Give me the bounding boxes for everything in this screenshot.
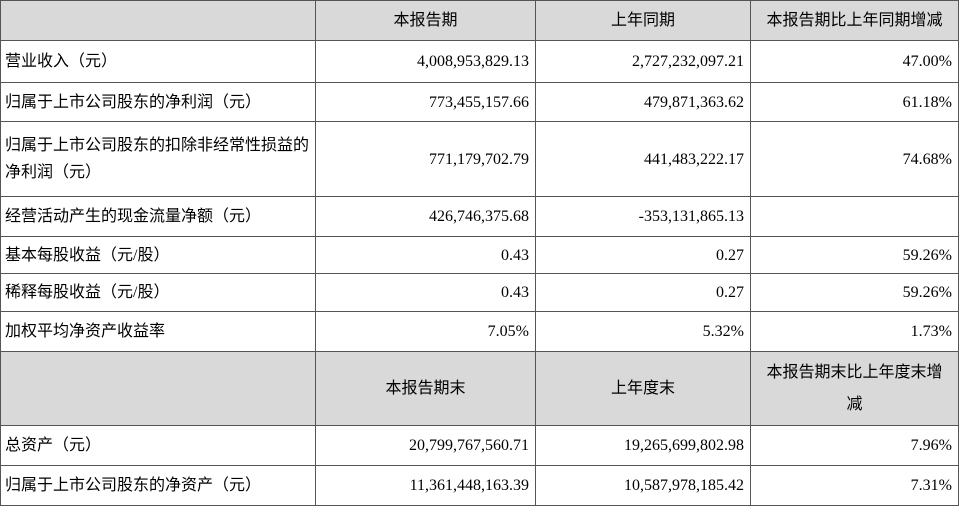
data-row: 基本每股收益（元/股） 0.43 0.27 59.26% [0, 236, 959, 274]
value-cell: 7.96% [750, 425, 959, 466]
value-cell: 441,483,222.17 [535, 121, 751, 197]
header-cell [0, 0, 316, 41]
header-cell: 上年同期 [535, 0, 751, 41]
row-label: 稀释每股收益（元/股） [0, 273, 316, 312]
data-row: 加权平均净资产收益率 7.05% 5.32% 1.73% [0, 311, 959, 352]
value-cell: 7.31% [750, 465, 959, 506]
data-row: 归属于上市公司股东的净利润（元） 773,455,157.66 479,871,36… [0, 82, 959, 122]
value-cell [750, 196, 959, 237]
header-cell: 本报告期比上年同期增减 [750, 0, 959, 41]
header-cell: 本报告期 [315, 0, 536, 41]
header-cell [0, 351, 316, 426]
value-cell: 74.68% [750, 121, 959, 197]
value-cell: 10,587,978,185.42 [535, 465, 751, 506]
value-cell: 426,746,375.68 [315, 196, 536, 237]
value-cell: 479,871,363.62 [535, 82, 751, 122]
value-cell: 0.27 [535, 236, 751, 274]
header-cell: 上年度末 [535, 351, 751, 426]
value-cell: 773,455,157.66 [315, 82, 536, 122]
value-cell: 19,265,699,802.98 [535, 425, 751, 466]
value-cell: 0.43 [315, 273, 536, 312]
row-label: 经营活动产生的现金流量净额（元） [0, 196, 316, 237]
header-cell: 本报告期末 [315, 351, 536, 426]
row-label: 基本每股收益（元/股） [0, 236, 316, 274]
value-cell: 5.32% [535, 311, 751, 352]
value-cell: 59.26% [750, 236, 959, 274]
value-cell: 20,799,767,560.71 [315, 425, 536, 466]
value-cell: 59.26% [750, 273, 959, 312]
value-cell: 11,361,448,163.39 [315, 465, 536, 506]
data-row: 经营活动产生的现金流量净额（元） 426,746,375.68 -353,131,8… [0, 196, 959, 237]
value-cell: 47.00% [750, 40, 959, 83]
value-cell: 0.43 [315, 236, 536, 274]
value-cell: 0.27 [535, 273, 751, 312]
row-label: 归属于上市公司股东的净利润（元） [0, 82, 316, 122]
value-cell: 1.73% [750, 311, 959, 352]
header-cell: 本报告期末比上年度末增减 [750, 351, 959, 426]
value-cell: 4,008,953,829.13 [315, 40, 536, 83]
value-cell: 7.05% [315, 311, 536, 352]
data-row: 营业收入（元） 4,008,953,829.13 2,727,232,097.21 4… [0, 40, 959, 83]
header-row: 本报告期 上年同期 本报告期比上年同期增减 [0, 0, 959, 41]
data-row: 归属于上市公司股东的扣除非经常性损益的净利润（元） 771,179,702.79 4… [0, 121, 959, 197]
row-label: 总资产（元） [0, 425, 316, 466]
row-label: 归属于上市公司股东的净资产（元） [0, 465, 316, 506]
value-cell: 771,179,702.79 [315, 121, 536, 197]
data-row: 归属于上市公司股东的净资产（元） 11,361,448,163.39 10,587,… [0, 465, 959, 506]
data-row: 总资产（元） 20,799,767,560.71 19,265,699,802.98… [0, 425, 959, 466]
header-row: 本报告期末 上年度末 本报告期末比上年度末增减 [0, 351, 959, 426]
data-row: 稀释每股收益（元/股） 0.43 0.27 59.26% [0, 273, 959, 312]
row-label: 归属于上市公司股东的扣除非经常性损益的净利润（元） [0, 121, 316, 197]
row-label: 加权平均净资产收益率 [0, 311, 316, 352]
value-cell: 61.18% [750, 82, 959, 122]
row-label: 营业收入（元） [0, 40, 316, 83]
value-cell: 2,727,232,097.21 [535, 40, 751, 83]
value-cell: -353,131,865.13 [535, 196, 751, 237]
